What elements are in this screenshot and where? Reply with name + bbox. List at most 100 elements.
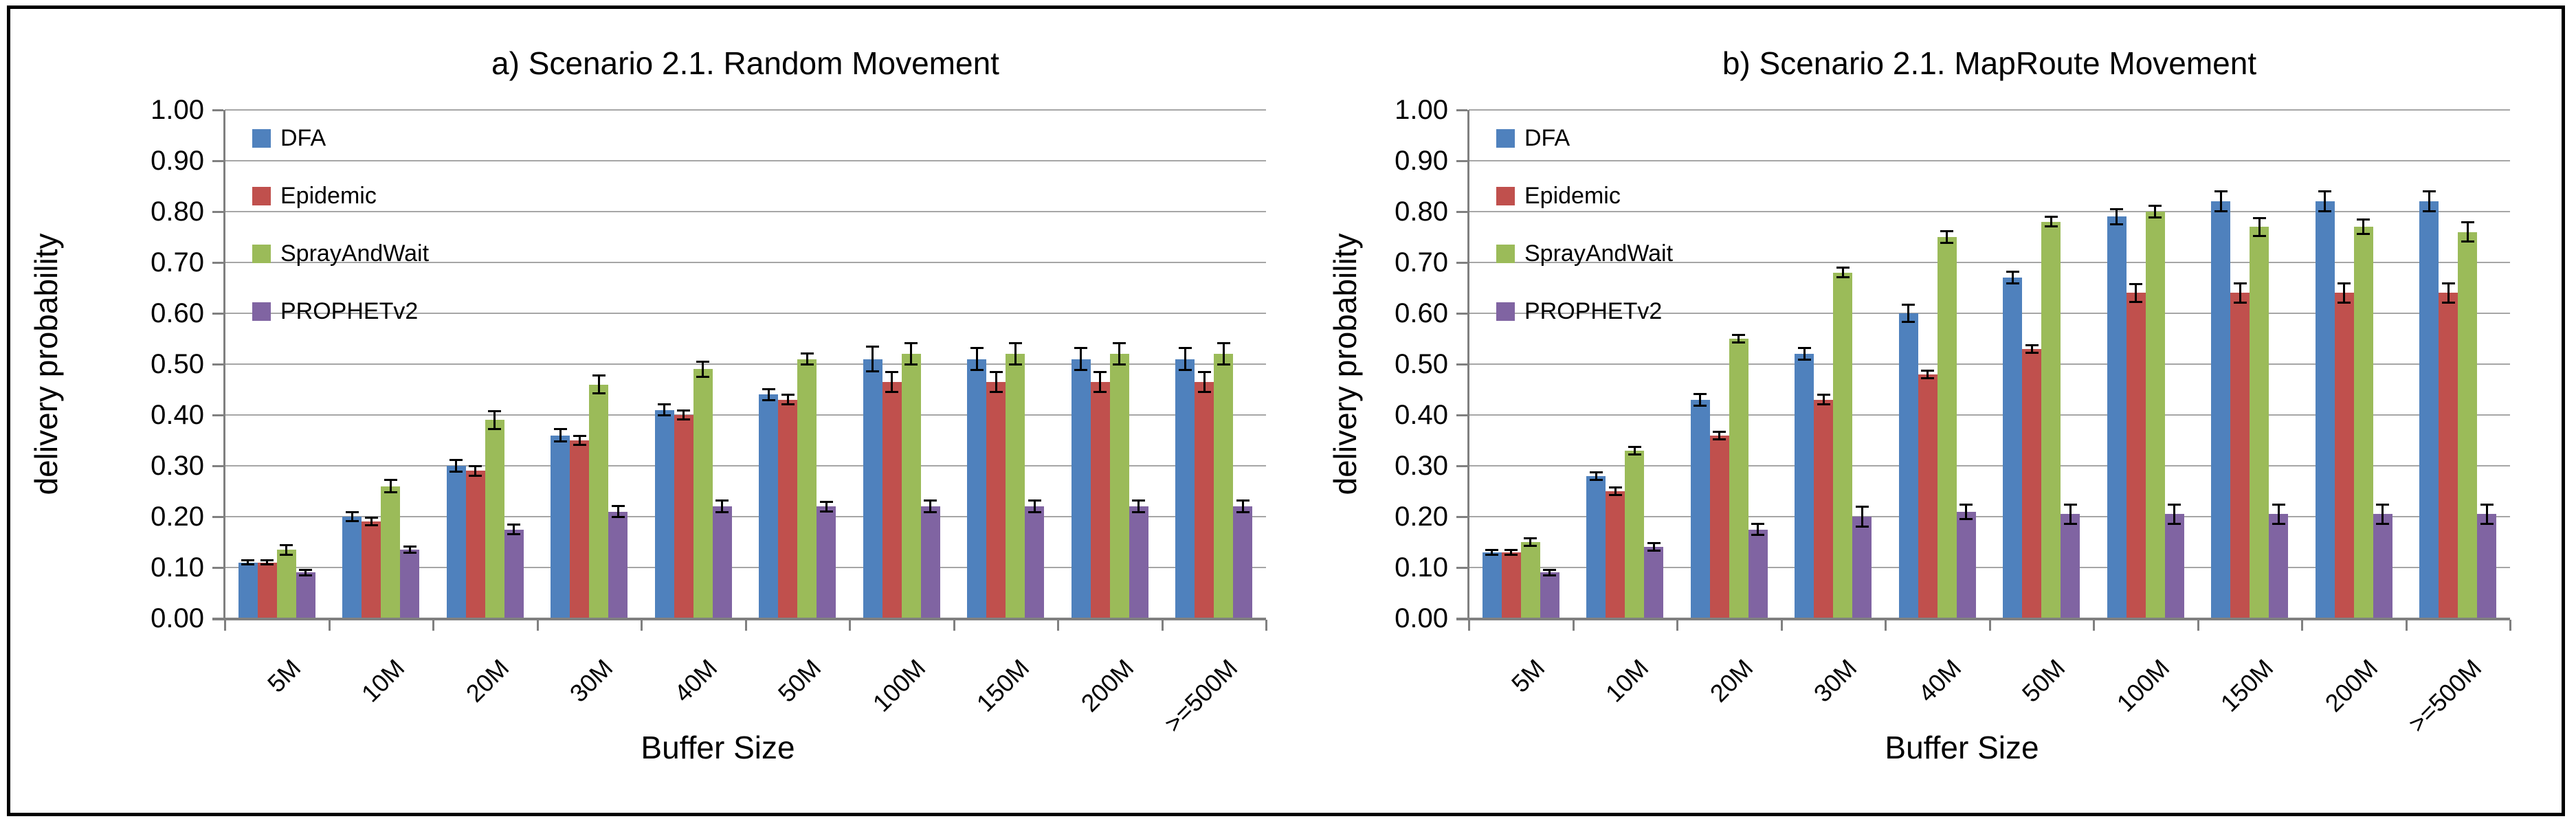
x-tick — [1161, 620, 1164, 631]
error-bar-cap-top — [2338, 282, 2351, 284]
error-bar-cap-bottom — [2006, 282, 2019, 285]
error-bar-cap-bottom — [2063, 523, 2077, 526]
error-bar-cap-bottom — [2480, 523, 2494, 526]
error-bar-cap-bottom — [1074, 368, 1088, 371]
error-bar-cap-top — [384, 478, 397, 481]
x-axis-title-text: Buffer Size — [1885, 730, 2039, 765]
error-bar-cap-top — [260, 559, 274, 561]
bar-Epidemic-100M — [2126, 293, 2146, 618]
plot-area: DFA Epidemic SprayAndWait PROPHETv2 — [1469, 109, 2510, 618]
error-bar-SprayAndWait-100M — [910, 342, 913, 366]
gridline-0.80 — [225, 211, 1266, 212]
y-tick-label: 0.40 — [1395, 400, 1448, 430]
error-bar-cap-top — [1504, 549, 1518, 552]
error-bar-SprayAndWait-40M — [1946, 231, 1948, 243]
error-bar-Epidemic-5M — [266, 559, 269, 565]
error-bar-cap-top — [1921, 369, 1935, 372]
error-bar-cap-top — [1197, 371, 1211, 374]
x-tick — [2093, 620, 2095, 631]
bar-DFA-150M — [967, 359, 987, 618]
error-bar-cap-top — [2168, 503, 2181, 506]
error-bar-cap-top — [1836, 267, 1850, 269]
bar-SprayAndWait-50M — [2041, 221, 2061, 618]
error-bar-DFA-100M — [2116, 209, 2118, 225]
gridline-0.30 — [225, 465, 1266, 466]
error-bar-cap-top — [2422, 190, 2436, 193]
error-bar-cap-top — [1713, 430, 1726, 433]
bar-SprayAndWait-150M — [2250, 227, 2269, 618]
legend-swatch-SprayAndWait — [252, 245, 271, 263]
error-bar-cap-bottom — [696, 375, 710, 378]
error-bar-DFA-200M — [1080, 348, 1082, 370]
error-bar-DFA-5M — [247, 559, 249, 565]
error-bar-cap-top — [1093, 371, 1107, 374]
bar-PROPHETv2-40M — [1956, 511, 1976, 618]
error-bar-cap-top — [1751, 522, 1765, 525]
legend-item-Epidemic: Epidemic — [1496, 184, 1785, 207]
error-bar-cap-bottom — [1093, 390, 1107, 393]
error-bar-cap-top — [1178, 347, 1192, 350]
error-bar-SprayAndWait-150M — [1014, 342, 1017, 366]
error-bar-SprayAndWait-5M — [1529, 538, 1532, 546]
y-tick-label: 0.80 — [1395, 196, 1448, 227]
error-bar-cap-bottom — [970, 368, 984, 371]
legend-item-SprayAndWait: SprayAndWait — [252, 242, 541, 265]
error-bar-PROPHETv2-30M — [617, 505, 619, 518]
bar-DFA-40M — [654, 409, 674, 618]
error-bar-SprayAndWait-100M — [2154, 205, 2157, 218]
bar-DFA-100M — [2107, 216, 2127, 618]
error-bar-DFA-100M — [871, 346, 874, 372]
y-tick-0.90 — [1456, 160, 1467, 162]
gridline-0.50 — [225, 363, 1266, 365]
error-bar-Epidemic-40M — [682, 409, 685, 420]
y-tick-label: 0.10 — [151, 552, 204, 583]
x-tick — [849, 620, 851, 631]
error-bar-DFA-20M — [455, 460, 458, 472]
error-bar-cap-bottom — [1028, 511, 1041, 514]
error-bar-cap-top — [1113, 341, 1126, 344]
bar-PROPHETv2-30M — [608, 511, 628, 618]
error-bar-cap-top — [1628, 445, 1641, 448]
error-bar-PROPHETv2-20M — [1757, 523, 1759, 536]
bar-Epidemic-50M — [2022, 348, 2042, 618]
error-bar-SprayAndWait->=500M — [1222, 342, 1225, 366]
error-bar-cap-bottom — [1543, 574, 1557, 576]
legend-swatch-Epidemic — [1496, 187, 1515, 205]
error-bar-PROPHETv2-200M — [2381, 504, 2384, 525]
error-bar-cap-bottom — [1713, 438, 1726, 440]
bar-SprayAndWait-20M — [485, 420, 504, 618]
bar-SprayAndWait-50M — [797, 359, 817, 618]
bar-DFA-10M — [342, 517, 362, 618]
legend-label-DFA: DFA — [280, 125, 326, 151]
y-tick-0.40 — [1456, 414, 1467, 416]
x-tick — [224, 620, 226, 631]
bar-SprayAndWait-200M — [1109, 354, 1129, 618]
legend-item-DFA: DFA — [252, 126, 541, 150]
chart-title: b) Scenario 2.1. MapRoute Movement — [1722, 45, 2257, 81]
error-bar-cap-top — [762, 387, 775, 390]
y-tick-label: 1.00 — [151, 95, 204, 125]
y-tick-0.90 — [212, 160, 223, 162]
error-bar-PROPHETv2-5M — [304, 569, 307, 576]
y-tick-label: 0.50 — [1395, 349, 1448, 379]
error-bar-cap-top — [1608, 486, 1622, 489]
error-bar-cap-bottom — [280, 553, 293, 556]
error-bar-cap-top — [2148, 205, 2162, 207]
error-bar-PROPHETv2->=500M — [2485, 504, 2488, 525]
y-tick-0.80 — [212, 211, 223, 213]
bar-PROPHETv2-50M — [817, 506, 836, 618]
bar-SprayAndWait-40M — [1937, 237, 1957, 618]
error-bar-cap-bottom — [904, 363, 918, 366]
gridline-0.60 — [225, 313, 1266, 314]
bar-Epidemic-10M — [1606, 491, 1625, 618]
error-bar-cap-bottom — [2357, 233, 2370, 236]
gridline-0.20 — [225, 516, 1266, 517]
error-bar-SprayAndWait-10M — [389, 479, 392, 493]
error-bar-Epidemic-10M — [1614, 487, 1617, 495]
error-bar-cap-bottom — [364, 524, 378, 527]
gridline-0.40 — [1469, 414, 2510, 416]
error-bar-SprayAndWait-20M — [1737, 335, 1740, 343]
bar-PROPHETv2-5M — [1540, 572, 1559, 618]
error-bar-cap-bottom — [885, 390, 899, 393]
error-bar-cap-bottom — [1504, 553, 1518, 556]
